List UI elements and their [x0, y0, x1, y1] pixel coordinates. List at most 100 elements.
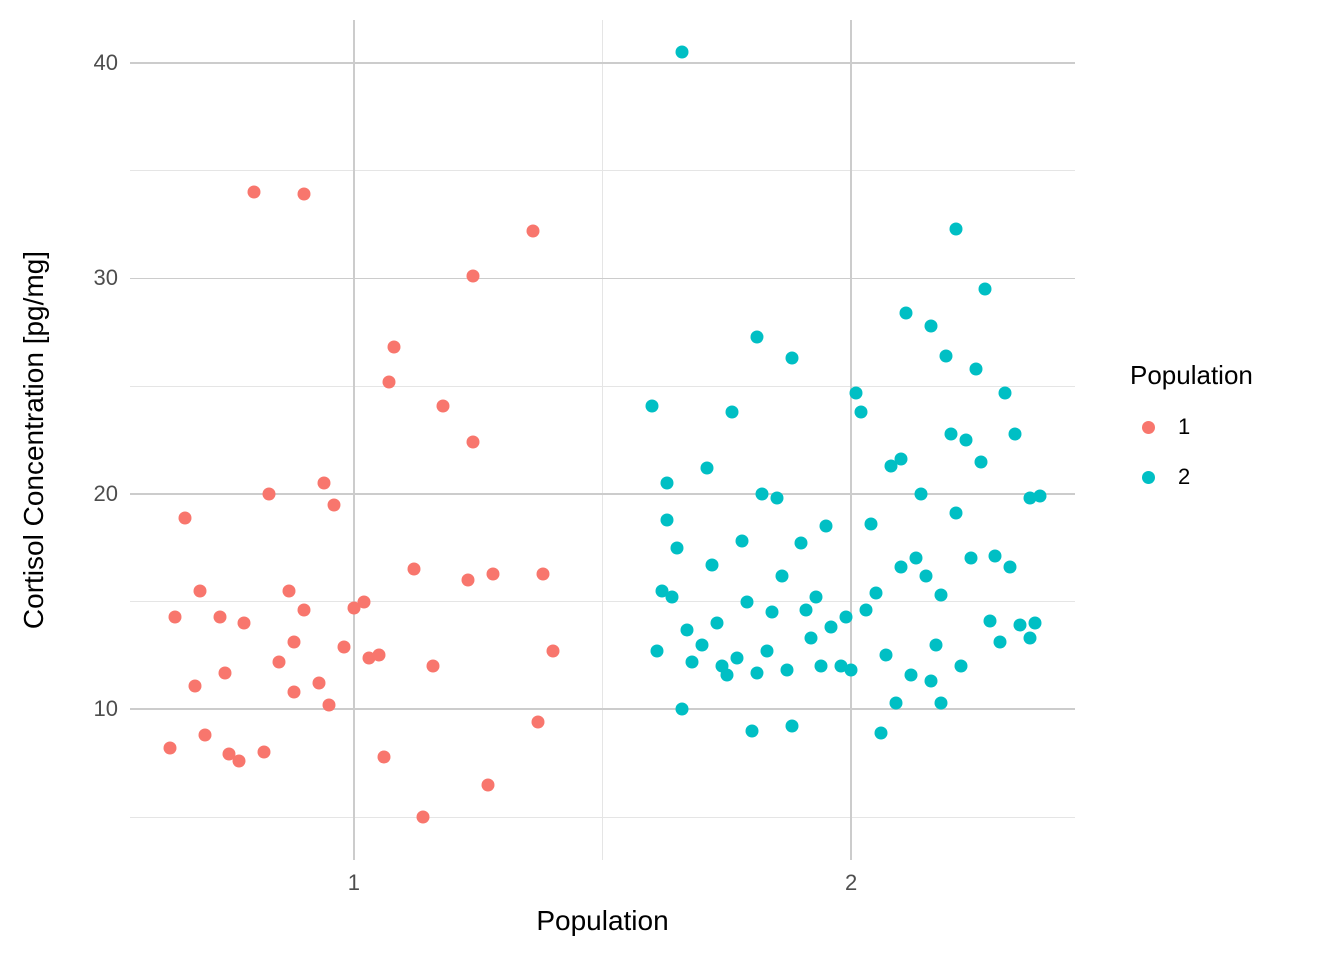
data-point — [298, 604, 311, 617]
scatter-chart: Cortisol Concentration [pg/mg] Populatio… — [0, 0, 1344, 960]
data-point — [1024, 632, 1037, 645]
legend-item: 2 — [1130, 459, 1253, 495]
plot-area — [130, 20, 1075, 860]
y-axis-title: Cortisol Concentration [pg/mg] — [18, 251, 50, 629]
data-point — [193, 584, 206, 597]
data-point — [1004, 561, 1017, 574]
data-point — [322, 698, 335, 711]
data-point — [188, 679, 201, 692]
y-tick-label: 30 — [94, 265, 118, 291]
data-point — [850, 386, 863, 399]
y-tick-label: 40 — [94, 50, 118, 76]
data-point — [964, 552, 977, 565]
data-point — [914, 487, 927, 500]
data-point — [984, 614, 997, 627]
x-axis-title: Population — [536, 905, 668, 937]
data-point — [372, 649, 385, 662]
data-point — [700, 462, 713, 475]
data-point — [880, 649, 893, 662]
data-point — [825, 621, 838, 634]
data-point — [681, 623, 694, 636]
data-point — [994, 636, 1007, 649]
legend-key — [1130, 459, 1166, 495]
data-point — [909, 552, 922, 565]
data-point — [765, 606, 778, 619]
data-point — [168, 610, 181, 623]
data-point — [949, 222, 962, 235]
data-point — [760, 645, 773, 658]
legend-marker-icon — [1142, 421, 1155, 434]
data-point — [661, 477, 674, 490]
data-point — [904, 668, 917, 681]
data-point — [934, 696, 947, 709]
data-point — [213, 610, 226, 623]
data-point — [482, 778, 495, 791]
data-point — [939, 350, 952, 363]
data-point — [730, 651, 743, 664]
data-point — [462, 574, 475, 587]
data-point — [780, 664, 793, 677]
data-point — [949, 507, 962, 520]
data-point — [387, 341, 400, 354]
data-point — [1009, 427, 1022, 440]
y-tick-label: 20 — [94, 481, 118, 507]
data-point — [745, 724, 758, 737]
data-point — [377, 750, 390, 763]
data-point — [750, 666, 763, 679]
data-point — [273, 655, 286, 668]
data-point — [437, 399, 450, 412]
data-point — [676, 703, 689, 716]
data-point — [805, 632, 818, 645]
data-point — [357, 595, 370, 608]
data-point — [248, 186, 261, 199]
data-point — [740, 595, 753, 608]
data-point — [735, 535, 748, 548]
data-point — [536, 567, 549, 580]
data-point — [894, 453, 907, 466]
data-point — [1034, 490, 1047, 503]
data-point — [944, 427, 957, 440]
data-point — [875, 726, 888, 739]
data-point — [770, 492, 783, 505]
data-point — [785, 720, 798, 733]
legend: Population 1 2 — [1130, 360, 1253, 509]
gridline-horizontal — [130, 278, 1075, 280]
data-point — [313, 677, 326, 690]
data-point — [720, 668, 733, 681]
data-point — [238, 617, 251, 630]
data-point — [233, 754, 246, 767]
data-point — [178, 511, 191, 524]
data-point — [959, 434, 972, 447]
data-point — [820, 520, 833, 533]
gridline-horizontal — [130, 708, 1075, 710]
data-point — [974, 455, 987, 468]
data-point — [337, 640, 350, 653]
data-point — [671, 541, 684, 554]
data-point — [218, 666, 231, 679]
legend-label: 2 — [1178, 464, 1190, 490]
data-point — [263, 487, 276, 500]
legend-title: Population — [1130, 360, 1253, 391]
data-point — [815, 660, 828, 673]
data-point — [710, 617, 723, 630]
x-tick-label: 1 — [348, 870, 360, 896]
data-point — [795, 537, 808, 550]
data-point — [417, 810, 430, 823]
data-point — [1014, 619, 1027, 632]
data-point — [467, 270, 480, 283]
data-point — [755, 487, 768, 500]
data-point — [163, 742, 176, 755]
legend-label: 1 — [1178, 414, 1190, 440]
data-point — [999, 386, 1012, 399]
legend-key — [1130, 409, 1166, 445]
data-point — [954, 660, 967, 673]
data-point — [258, 746, 271, 759]
data-point — [661, 513, 674, 526]
data-point — [288, 686, 301, 699]
data-point — [676, 46, 689, 59]
gridline-horizontal — [130, 62, 1075, 64]
data-point — [695, 638, 708, 651]
data-point — [327, 498, 340, 511]
data-point — [775, 569, 788, 582]
gridline-vertical — [602, 20, 603, 860]
